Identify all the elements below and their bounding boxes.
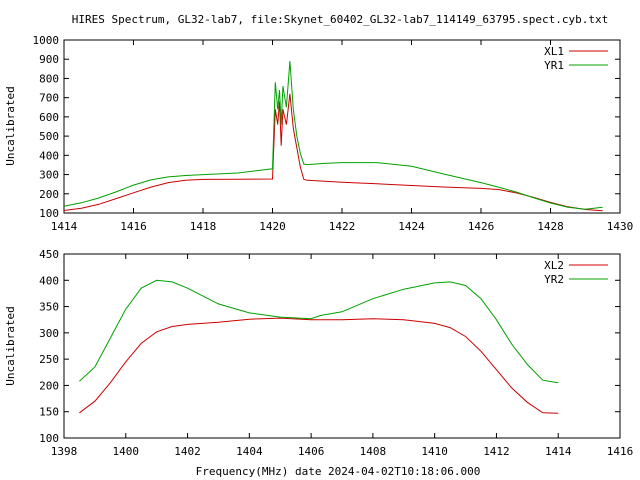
y-tick-label: 900 <box>39 53 59 66</box>
y-tick-label: 150 <box>39 406 59 419</box>
y-tick-label: 600 <box>39 111 59 124</box>
x-tick-label: 1404 <box>236 445 263 458</box>
y-tick-label: 300 <box>39 169 59 182</box>
x-tick-label: 1422 <box>329 220 356 233</box>
x-tick-label: 1414 <box>51 220 78 233</box>
y-axis-label: Uncalibrated <box>4 306 17 385</box>
series-line-xl1 <box>63 93 603 212</box>
chart-panel-1: 1414 1416 1418 1420 1422 1424 1426 1428 1430 100 2… <box>4 34 633 233</box>
x-tick-label: 1412 <box>483 445 510 458</box>
x-tick-label: 1398 <box>51 445 78 458</box>
y-tick-label: 1000 <box>33 34 60 47</box>
x-tick-label: 1408 <box>360 445 387 458</box>
y-tick-label: 300 <box>39 327 59 340</box>
legend-label-xl1: XL1 <box>544 45 564 58</box>
series-line-xl2 <box>79 317 559 414</box>
legend-label-yr2: YR2 <box>544 273 564 286</box>
x-axis-label: Frequency(MHz) date 2024-04-02T10:18:06.… <box>196 465 481 478</box>
x-tick-label: 1400 <box>113 445 140 458</box>
y-tick-label: 250 <box>39 353 59 366</box>
x-tick-label: 1406 <box>298 445 325 458</box>
x-tick-label: 1420 <box>259 220 286 233</box>
y-tick-label: 500 <box>39 130 59 143</box>
series-line-yr1 <box>63 61 603 210</box>
x-tick-label: 1416 <box>607 445 634 458</box>
y-axis-label: Uncalibrated <box>4 86 17 165</box>
series-line-yr2 <box>79 279 559 384</box>
y-tick-label: 400 <box>39 149 59 162</box>
legend-label-xl2: XL2 <box>544 259 564 272</box>
x-tick-label: 1402 <box>174 445 201 458</box>
chart-title: HIRES Spectrum, GL32-lab7, file:Skynet_6… <box>72 13 608 26</box>
y-tick-label: 350 <box>39 301 59 314</box>
chart-panel-2: 1398 1400 1402 1404 1406 1408 1410 1412 1414 1416… <box>4 248 633 458</box>
x-tick-label: 1430 <box>607 220 634 233</box>
x-tick-label: 1414 <box>545 445 572 458</box>
y-tick-label: 200 <box>39 188 59 201</box>
y-tick-label: 800 <box>39 72 59 85</box>
y-tick-label: 400 <box>39 274 59 287</box>
y-tick-label: 100 <box>39 207 59 220</box>
plot-frame <box>63 253 621 439</box>
y-tick-label: 100 <box>39 432 59 445</box>
y-tick-label: 450 <box>39 248 59 261</box>
x-tick-label: 1410 <box>421 445 448 458</box>
x-tick-label: 1418 <box>190 220 217 233</box>
x-tick-label: 1424 <box>398 220 425 233</box>
x-tick-label: 1416 <box>120 220 147 233</box>
legend-label-yr1: YR1 <box>544 59 564 72</box>
x-tick-label: 1428 <box>537 220 564 233</box>
x-tick-label: 1426 <box>468 220 495 233</box>
y-tick-label: 700 <box>39 92 59 105</box>
y-tick-label: 200 <box>39 379 59 392</box>
